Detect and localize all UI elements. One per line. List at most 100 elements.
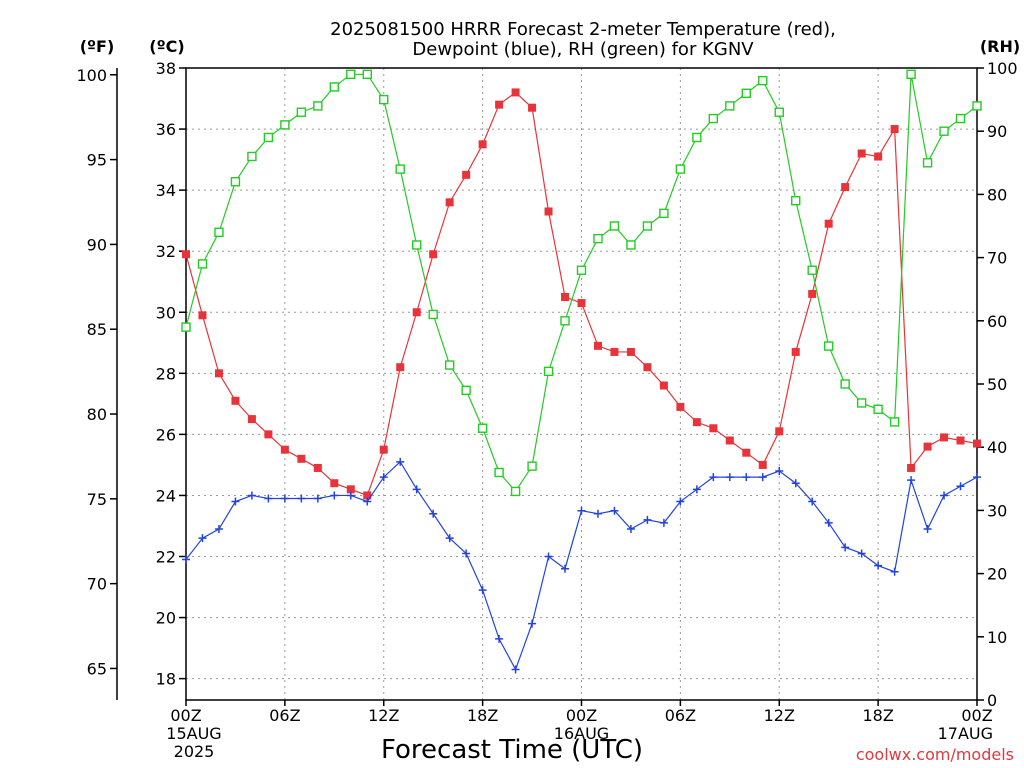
dewpoint-point bbox=[280, 494, 289, 503]
2-meter-temperature-point bbox=[775, 427, 784, 436]
rh-point bbox=[527, 461, 537, 471]
2-meter-temperature-point bbox=[412, 308, 421, 317]
rh-point bbox=[576, 265, 587, 275]
2-meter-temperature-point bbox=[264, 430, 273, 439]
rh-point bbox=[428, 309, 438, 320]
fahrenheit-tick-label: 70 bbox=[87, 575, 107, 594]
rh-point bbox=[675, 164, 686, 174]
dewpoint-point bbox=[808, 497, 817, 506]
dewpoint-point bbox=[346, 491, 355, 500]
rh-tick-label: 60 bbox=[987, 312, 1007, 331]
2-meter-temperature-point bbox=[198, 311, 207, 320]
dewpoint-point bbox=[643, 515, 652, 524]
plot-area-frame bbox=[185, 67, 978, 701]
dewpoint-point bbox=[725, 473, 734, 482]
rh-point bbox=[214, 227, 224, 238]
2-meter-temperature-point bbox=[643, 363, 652, 372]
rh-point bbox=[807, 265, 817, 275]
dewpoint-point bbox=[396, 457, 405, 466]
fahrenheit-unit-label: (ºF) bbox=[80, 37, 115, 56]
rh-point bbox=[461, 385, 471, 396]
dewpoint-point bbox=[445, 534, 454, 543]
2-meter-temperature-point bbox=[857, 149, 866, 158]
celsius-tick-label: 24 bbox=[156, 486, 176, 505]
dewpoint-point bbox=[841, 543, 850, 552]
x-tick-label: 18Z bbox=[467, 706, 498, 725]
dewpoint-point bbox=[544, 552, 553, 561]
2-meter-temperature-point bbox=[940, 433, 949, 442]
rh-point bbox=[889, 417, 900, 427]
dewpoint-point bbox=[561, 564, 570, 573]
rh-tick-label: 10 bbox=[987, 628, 1007, 647]
2-meter-temperature-point bbox=[824, 219, 833, 228]
dewpoint-point bbox=[857, 549, 866, 558]
celsius-tick-label: 34 bbox=[156, 181, 176, 200]
rh-point bbox=[263, 132, 274, 143]
celsius-tick-label: 32 bbox=[156, 242, 176, 261]
2-meter-temperature-point bbox=[445, 198, 454, 207]
rh-tick-label: 30 bbox=[987, 501, 1007, 520]
2-meter-temperature-point bbox=[182, 250, 190, 259]
rh-point bbox=[692, 132, 702, 143]
rh-point bbox=[725, 101, 735, 111]
x-tick-label: 2025 bbox=[174, 742, 215, 761]
2-meter-temperature-point bbox=[874, 152, 883, 161]
celsius-tick-label: 30 bbox=[156, 303, 176, 322]
dewpoint-point bbox=[198, 534, 207, 543]
rh-point bbox=[791, 196, 801, 206]
2-meter-temperature-point bbox=[676, 402, 685, 411]
dewpoint-point bbox=[264, 494, 273, 503]
dewpoint-point bbox=[874, 561, 883, 570]
dewpoint-point bbox=[758, 473, 767, 482]
dewpoint-point bbox=[379, 473, 388, 482]
chart-title-line-1: 2025081500 HRRR Forecast 2-meter Tempera… bbox=[330, 19, 836, 40]
rh-point bbox=[906, 69, 916, 80]
rh-point bbox=[181, 322, 191, 332]
x-tick-label: 17AUG bbox=[938, 724, 993, 743]
rh-unit-label: (RH) bbox=[980, 37, 1020, 56]
2-meter-temperature-point bbox=[923, 442, 932, 451]
2-meter-temperature-point bbox=[956, 436, 965, 445]
x-tick-label: 00Z bbox=[566, 706, 597, 725]
2-meter-temperature-point bbox=[593, 341, 602, 350]
2-meter-temperature-point bbox=[890, 125, 899, 134]
rh-tick-label: 90 bbox=[987, 122, 1007, 141]
2-meter-temperature-point bbox=[709, 424, 718, 433]
rh-point bbox=[494, 467, 504, 478]
x-tick-label: 15AUG bbox=[166, 724, 221, 743]
dewpoint-point bbox=[923, 525, 932, 534]
dewpoint-point bbox=[214, 525, 223, 534]
dewpoint-point bbox=[313, 494, 322, 503]
dewpoint-point bbox=[495, 634, 504, 643]
x-axis-title: Forecast Time (UTC) bbox=[381, 735, 643, 765]
rh-point bbox=[659, 208, 669, 219]
dewpoint-point bbox=[676, 497, 685, 506]
2-meter-temperature-point bbox=[363, 491, 372, 500]
rh-point bbox=[329, 82, 340, 92]
rh-point bbox=[856, 398, 867, 408]
2-meter-temperature-point bbox=[297, 454, 306, 463]
dewpoint-point bbox=[462, 549, 471, 558]
rh-point bbox=[412, 240, 422, 250]
2-meter-temperature-point bbox=[577, 299, 586, 308]
dewpoint-point bbox=[247, 491, 256, 500]
2-meter-temperature-point bbox=[346, 485, 355, 494]
rh-point bbox=[296, 107, 307, 117]
dewpoint-point bbox=[907, 476, 916, 485]
2-meter-temperature-point bbox=[610, 347, 619, 356]
2-meter-temperature-point bbox=[791, 347, 800, 356]
rh-point bbox=[247, 151, 257, 162]
dewpoint-point bbox=[791, 479, 800, 488]
2-meter-temperature-point bbox=[478, 140, 487, 149]
2-meter-temperature-point bbox=[462, 170, 471, 179]
dewpoint-point bbox=[956, 482, 965, 491]
dewpoint-point bbox=[182, 555, 190, 564]
2-meter-temperature-point bbox=[544, 207, 553, 216]
rh-tick-label: 0 bbox=[987, 691, 997, 710]
rh-point bbox=[642, 221, 653, 231]
2-meter-temperature-point bbox=[758, 460, 767, 469]
2-meter-temperature-point bbox=[808, 289, 817, 298]
dewpoint-point bbox=[659, 518, 668, 527]
fahrenheit-tick-label: 80 bbox=[87, 405, 107, 424]
rh-tick-label: 80 bbox=[987, 185, 1007, 204]
